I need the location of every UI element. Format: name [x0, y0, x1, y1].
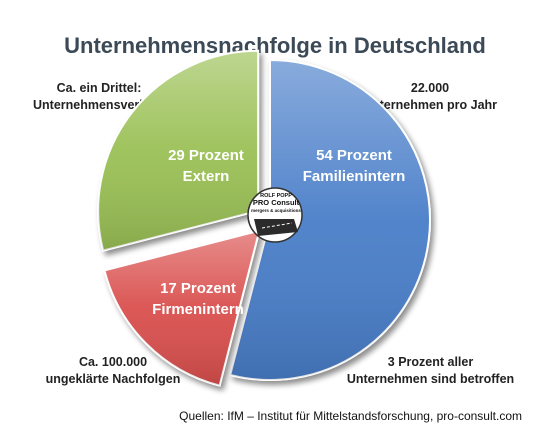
annotation-top-left-line1: Ca. ein Drittel: [56, 81, 142, 95]
slice-label-0-2: Familienintern [303, 168, 406, 185]
annotation-top-left-line2: Unternehmensverkauf [33, 98, 165, 112]
chart-title: Unternehmensnachfolge in Deutschland [64, 33, 486, 58]
logo-text-1: ROLF POPP [260, 193, 292, 199]
logo-text-3: mergers & acquisitions [251, 208, 301, 213]
slice-label-1-2: Firmenintern [152, 301, 244, 318]
logo-road-icon [254, 219, 298, 236]
annotation-top-left: Ca. ein Drittel: Unternehmensverkauf [14, 80, 184, 114]
pie-slices [97, 49, 431, 387]
pie-slice-gloss-1 [104, 230, 260, 386]
annotation-top-right-line2: Unternehmen pro Jahr [362, 98, 498, 112]
slice-label-2-2: Extern [183, 168, 230, 185]
slice-label-0-1: 54 Prozent [316, 147, 392, 164]
logo-text-2: PRO Consult [253, 198, 300, 207]
slice-label-2-1: 29 Prozent [168, 147, 244, 164]
sources-footnote: Quellen: IfM – Institut für Mittelstands… [179, 409, 522, 423]
annotation-bottom-left: Ca. 100.000 ungeklärte Nachfolgen [38, 354, 188, 388]
annotation-top-right: 22.000 Unternehmen pro Jahr [355, 80, 505, 114]
annotation-bottom-left-line1: Ca. 100.000 [78, 355, 148, 369]
annotation-bottom-right-line2: Unternehmen sind betroffen [346, 372, 515, 386]
annotation-bottom-right-line1: 3 Prozent aller [387, 355, 474, 369]
slice-labels: 54 Prozent Familienintern 17 Prozent Firmen… [152, 147, 405, 318]
logo-road-stripe [261, 222, 293, 229]
slice-label-1-1: 17 Prozent [160, 280, 236, 297]
pie-slice-gloss-0 [230, 60, 431, 380]
annotation-top-right-line1: 22.000 [410, 81, 450, 95]
pie-slice-gloss-2 [98, 50, 259, 251]
annotation-bottom-right: 3 Prozent aller Unternehmen sind betroff… [338, 354, 523, 388]
annotation-bottom-left-line2: ungeklärte Nachfolgen [45, 372, 181, 386]
